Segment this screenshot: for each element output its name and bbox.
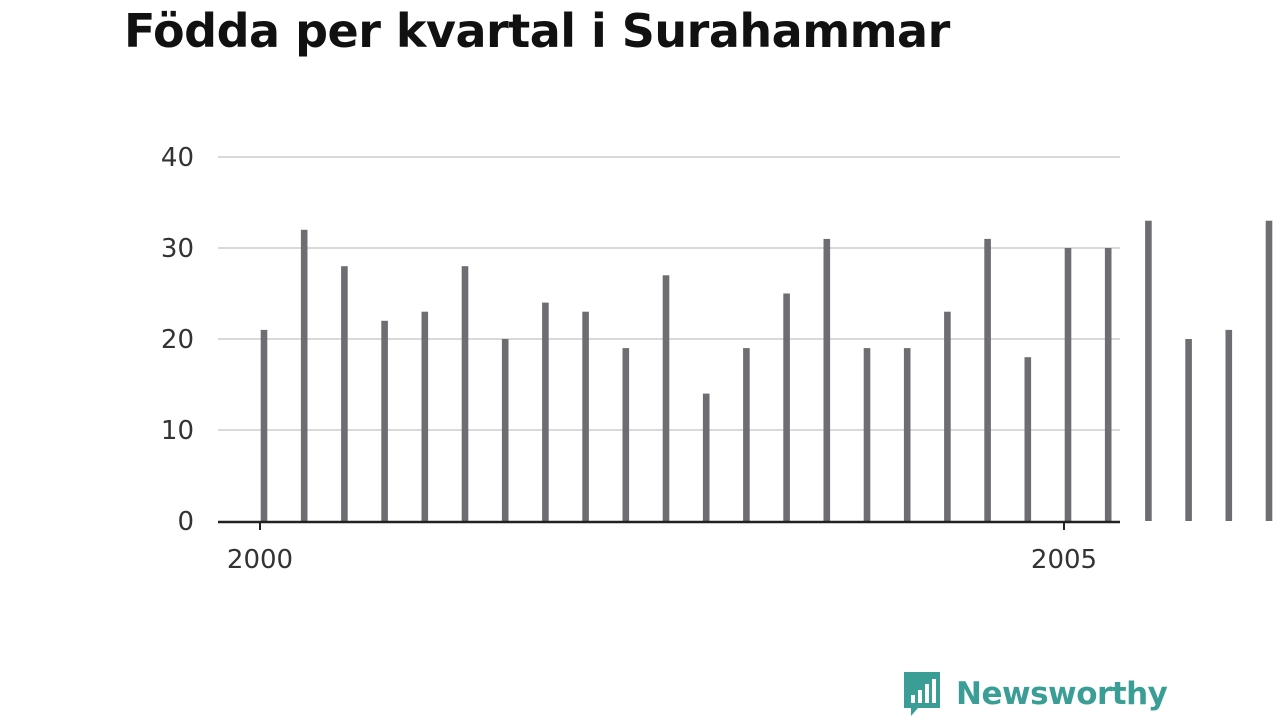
brand-name: Newsworthy bbox=[956, 676, 1168, 712]
bar bbox=[702, 393, 710, 521]
bar bbox=[501, 339, 509, 521]
bar bbox=[622, 348, 630, 521]
bar bbox=[863, 348, 871, 521]
bar bbox=[1104, 248, 1112, 521]
bar bbox=[1064, 248, 1072, 521]
bar bbox=[461, 266, 469, 521]
bar bbox=[984, 238, 991, 521]
y-tick-label: 10 bbox=[161, 416, 194, 446]
bar bbox=[1185, 339, 1192, 521]
bar bbox=[300, 229, 308, 522]
bar bbox=[662, 275, 670, 521]
bar bbox=[381, 320, 388, 521]
y-tick-label: 40 bbox=[161, 143, 194, 173]
y-tick-label: 30 bbox=[161, 234, 194, 264]
chart-title: Födda per kvartal i Surahammar bbox=[124, 4, 950, 58]
bar bbox=[743, 348, 750, 521]
newsworthy-logo-icon bbox=[904, 672, 940, 716]
bar bbox=[1225, 329, 1233, 521]
bar bbox=[823, 238, 831, 521]
x-axis-ticks: 200020052010201520202025 bbox=[227, 522, 1097, 575]
x-tick-label: 2000 bbox=[227, 545, 293, 575]
bars bbox=[260, 220, 1273, 522]
bar bbox=[421, 311, 429, 521]
bar bbox=[341, 266, 348, 521]
x-tick-label: 2005 bbox=[1031, 545, 1097, 575]
bar bbox=[903, 348, 911, 521]
y-axis-ticks: 0 10 20 30 40 bbox=[161, 143, 194, 537]
bar bbox=[542, 302, 549, 521]
bar bbox=[1145, 220, 1152, 521]
bar bbox=[783, 293, 790, 521]
bar bbox=[582, 311, 589, 521]
bar bbox=[260, 329, 268, 521]
bar bbox=[1024, 357, 1032, 521]
y-tick-label: 20 bbox=[161, 325, 194, 355]
newsworthy-logo: Newsworthy bbox=[902, 670, 1168, 718]
bar bbox=[1265, 220, 1273, 521]
y-tick-label: 0 bbox=[177, 507, 194, 537]
bar bbox=[944, 311, 951, 521]
